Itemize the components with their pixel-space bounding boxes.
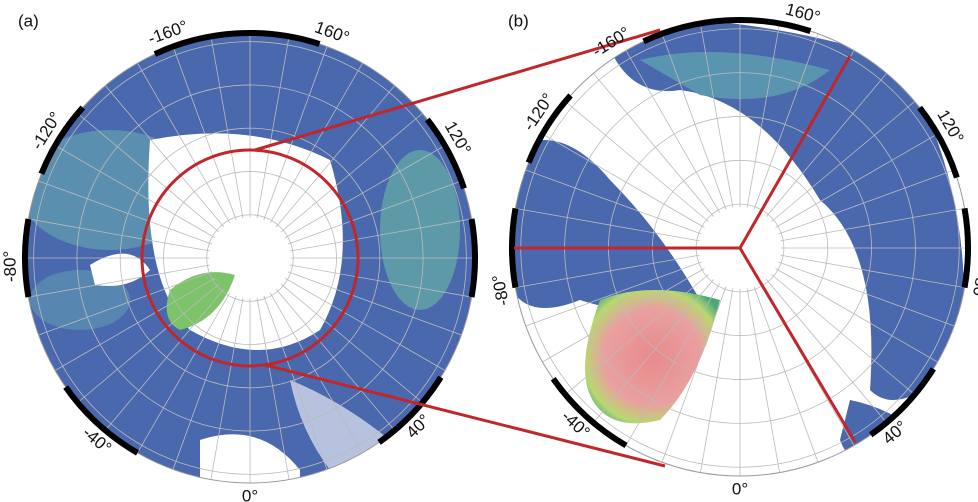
meridian [625,283,720,446]
rim-arc [38,105,86,175]
meridian [778,169,955,235]
rim-arc [550,377,628,449]
meridian [753,33,819,210]
meridian [269,292,363,454]
meridian [284,145,446,239]
meridian [172,46,237,221]
meridian [210,36,244,219]
meridian [256,36,290,219]
meridian [28,218,211,252]
meridian [77,283,220,403]
map-a [25,33,475,483]
meridian [38,271,213,336]
meridian [565,274,709,395]
rim-arc [153,30,321,57]
rim-arc [424,117,467,190]
rim-arc [642,17,812,45]
meridian [661,33,727,210]
meridian [28,264,211,298]
meridian [54,277,216,371]
meridian [771,101,915,222]
meridian [771,274,915,395]
meridian [210,297,244,480]
meridian [137,292,231,454]
meridian [280,283,423,403]
meridian [54,145,216,239]
meridian [778,261,955,327]
zoom-indicator [140,28,857,468]
rims [22,17,971,484]
rim-arc [63,385,140,456]
meridian [525,169,702,235]
meridian [287,180,462,245]
meridian [700,23,734,208]
longitude-label: 0° [732,479,748,498]
longitude-label: 0° [242,486,258,502]
meridian [38,180,213,245]
meridian [700,288,734,473]
meridian [105,288,225,431]
meridian [775,133,938,228]
meridian [289,218,472,252]
meridian [542,133,705,228]
longitude-label: 80° [968,276,978,305]
meridian [625,50,720,213]
meridian [515,208,700,242]
rim-arc [869,367,936,438]
meridian [766,73,887,217]
panel-label: (b) [508,11,529,30]
meridian [515,254,700,288]
meridian [280,113,423,233]
meridian [542,268,705,363]
meridian [775,268,938,363]
panel-label: (a) [18,11,39,30]
meridian [284,277,446,371]
meridian [593,279,714,423]
meridian [746,23,780,208]
meridian [275,288,395,431]
meridian [105,85,225,228]
meridian [289,264,472,298]
meridian [263,295,328,470]
meridian [137,62,231,224]
rim-arc [509,207,519,289]
meridian [77,113,220,233]
meridian [263,46,328,221]
meridian [256,297,290,480]
meridian [565,101,709,222]
meridian [269,62,363,224]
rim-arc [22,218,32,298]
rim-arc [961,207,971,289]
meridian [525,261,702,327]
meridian [780,254,965,288]
longitude-label: -80° [0,250,20,282]
meridian [753,286,819,463]
meridian [766,279,887,423]
meridian [746,288,780,473]
meridian [780,208,965,242]
meridian [172,295,237,470]
longitude-label: -80° [489,273,513,307]
rim-arc [468,218,478,298]
meridian [287,271,462,336]
rim-arc [525,93,573,164]
rim-arc [377,375,444,445]
meridian [661,286,727,463]
meridian [593,73,714,217]
meridian [275,85,395,228]
rim-arc [917,105,960,179]
